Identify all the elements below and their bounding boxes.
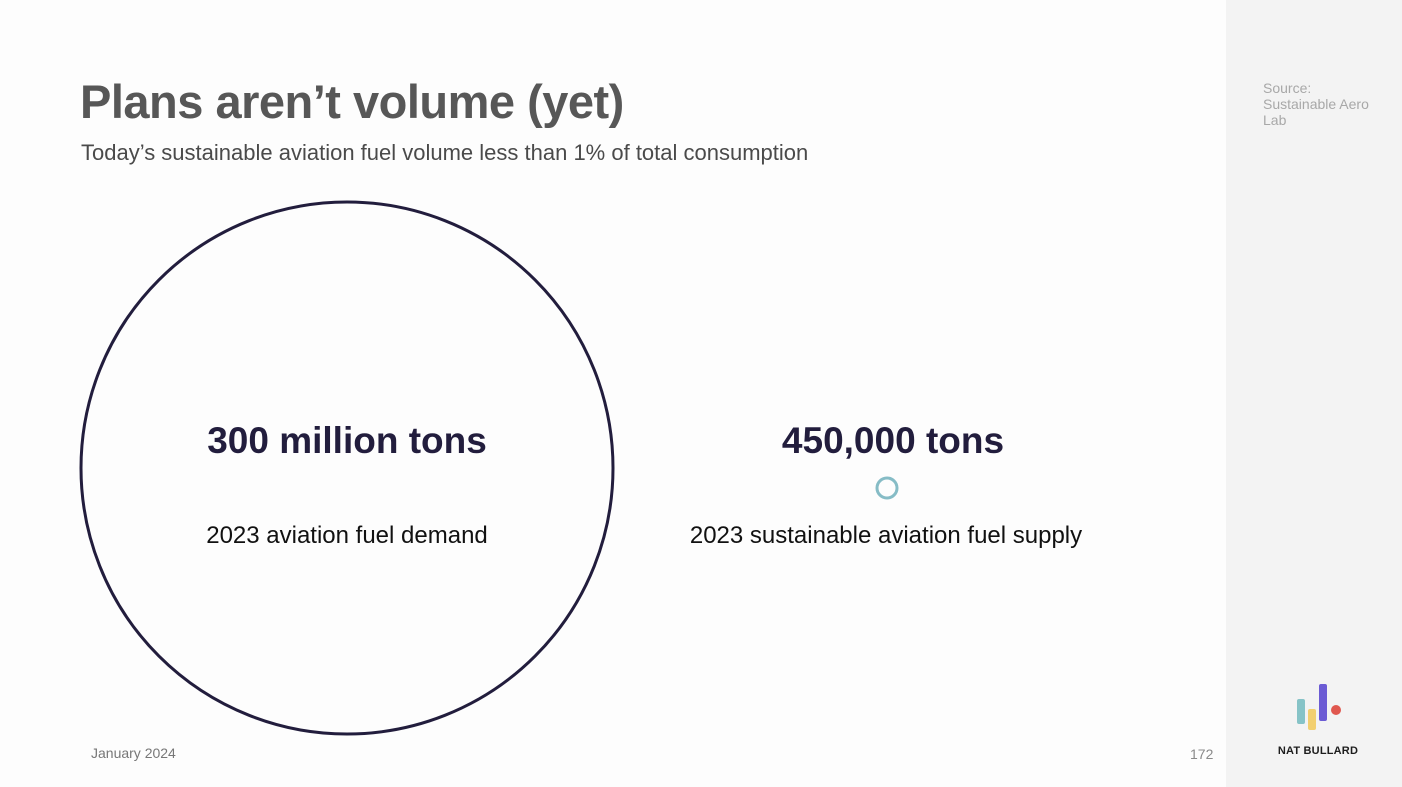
logo-bar-purple bbox=[1319, 684, 1327, 721]
bubble-chart: 300 million tons 2023 aviation fuel dema… bbox=[79, 200, 1082, 736]
demand-circle bbox=[79, 200, 615, 736]
demand-category-label: 2023 aviation fuel demand bbox=[206, 522, 488, 549]
page-title: Plans aren’t volume (yet) bbox=[80, 75, 624, 128]
logo-bar-teal bbox=[1297, 699, 1305, 724]
page-number: 172 bbox=[1190, 746, 1214, 762]
sidebar-panel bbox=[1226, 0, 1402, 787]
logo-bar-yellow bbox=[1308, 709, 1316, 730]
supply-category-label: 2023 sustainable aviation fuel supply bbox=[690, 522, 1082, 549]
page-subtitle: Today’s sustainable aviation fuel volume… bbox=[81, 140, 809, 165]
demand-value-label: 300 million tons bbox=[207, 420, 487, 461]
footer-date: January 2024 bbox=[91, 745, 176, 761]
supply-circle bbox=[875, 476, 899, 500]
logo-dot-red bbox=[1331, 705, 1341, 715]
brand-name: NAT BULLARD bbox=[1277, 745, 1359, 757]
source-note: Source: Sustainable Aero Lab bbox=[1263, 80, 1369, 128]
supply-value-label: 450,000 tons bbox=[782, 420, 1004, 461]
brand-logo-icon bbox=[1297, 684, 1341, 730]
